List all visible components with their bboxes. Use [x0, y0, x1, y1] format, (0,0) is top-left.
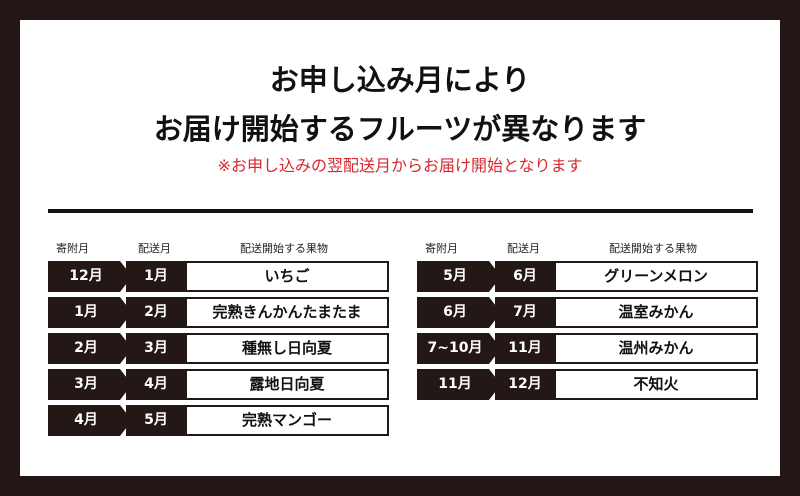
- fruit-name: 露地日向夏: [185, 369, 389, 400]
- content-panel: [20, 20, 780, 476]
- table-row: 6月 7月 温室みかん: [417, 297, 758, 328]
- header-delivery-month: 配送月: [138, 242, 171, 255]
- header-fruit: 配送開始する果物: [609, 242, 697, 255]
- fruit-name: いちご: [185, 261, 389, 292]
- fruit-name: 種無し日向夏: [185, 333, 389, 364]
- delivery-month: 4月: [126, 369, 186, 400]
- table-row: 11月 12月 不知火: [417, 369, 758, 400]
- fruit-name: 温室みかん: [554, 297, 758, 328]
- delivery-month: 11月: [495, 333, 555, 364]
- schedule-table-left: 寄附月 配送月 配送開始する果物 12月 1月 いちご 1月 2月 完熟きんかんたまたま 2…: [48, 240, 389, 436]
- delivery-month: 5月: [126, 405, 186, 436]
- fruit-name: 完熟きんかんたまたま: [185, 297, 389, 328]
- delivery-month: 3月: [126, 333, 186, 364]
- header-donation-month: 寄附月: [425, 242, 458, 255]
- donation-month: 4月: [48, 405, 132, 436]
- donation-month: 3月: [48, 369, 132, 400]
- divider: [48, 209, 753, 213]
- donation-month: 11月: [417, 369, 501, 400]
- fruit-name: 温州みかん: [554, 333, 758, 364]
- donation-month: 5月: [417, 261, 501, 292]
- schedule-table-right: 寄附月 配送月 配送開始する果物 5月 6月 グリーンメロン 6月 7月 温室みかん 7~1…: [417, 240, 758, 400]
- header-donation-month: 寄附月: [56, 242, 89, 255]
- delivery-month: 12月: [495, 369, 555, 400]
- table-row: 1月 2月 完熟きんかんたまたま: [48, 297, 389, 328]
- table-row: 7~10月 11月 温州みかん: [417, 333, 758, 364]
- delivery-month: 7月: [495, 297, 555, 328]
- table-row: 4月 5月 完熟マンゴー: [48, 405, 389, 436]
- fruit-name: グリーンメロン: [554, 261, 758, 292]
- header-fruit: 配送開始する果物: [240, 242, 328, 255]
- donation-month: 7~10月: [417, 333, 501, 364]
- donation-month: 12月: [48, 261, 132, 292]
- fruit-name: 完熟マンゴー: [185, 405, 389, 436]
- fruit-name: 不知火: [554, 369, 758, 400]
- table-row: 2月 3月 種無し日向夏: [48, 333, 389, 364]
- table-row: 5月 6月 グリーンメロン: [417, 261, 758, 292]
- header-delivery-month: 配送月: [507, 242, 540, 255]
- delivery-month: 1月: [126, 261, 186, 292]
- donation-month: 2月: [48, 333, 132, 364]
- donation-month: 1月: [48, 297, 132, 328]
- title-line-2: お届け開始するフルーツが異なります: [153, 112, 647, 146]
- delivery-month: 6月: [495, 261, 555, 292]
- table-header: 寄附月 配送月 配送開始する果物: [417, 240, 758, 256]
- delivery-month: 2月: [126, 297, 186, 328]
- subtitle-note: ※お申し込みの翌配送月からお届け開始となります: [217, 156, 583, 175]
- table-row: 12月 1月 いちご: [48, 261, 389, 292]
- table-header: 寄附月 配送月 配送開始する果物: [48, 240, 389, 256]
- donation-month: 6月: [417, 297, 501, 328]
- table-row: 3月 4月 露地日向夏: [48, 369, 389, 400]
- title-line-1: お申し込み月により: [269, 63, 531, 97]
